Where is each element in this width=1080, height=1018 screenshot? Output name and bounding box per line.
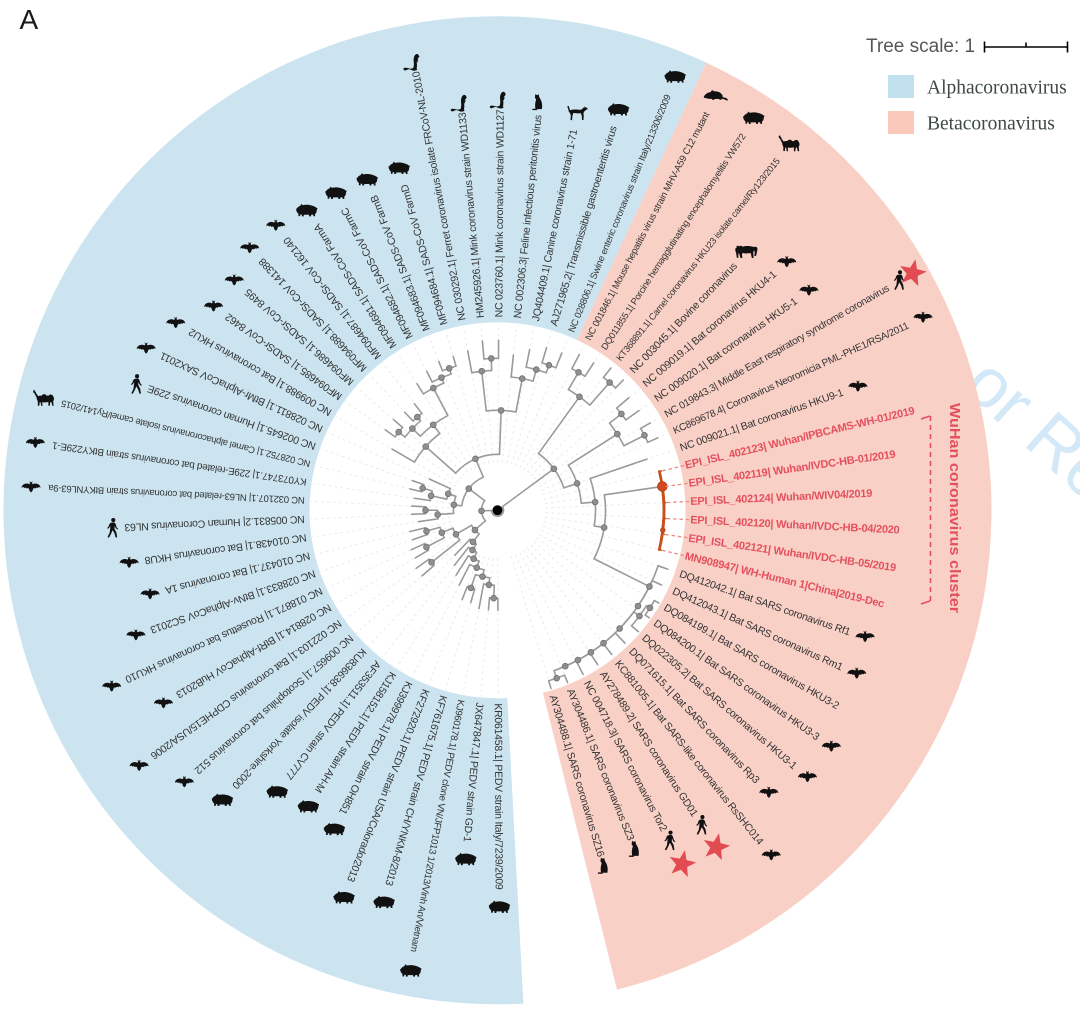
- svg-text:Tree scale: 1: Tree scale: 1: [866, 36, 975, 57]
- svg-text:A: A: [20, 4, 39, 35]
- svg-text:Alphacoronavirus: Alphacoronavirus: [927, 78, 1067, 99]
- svg-text:NC 023760.1| Mink coronavirus: NC 023760.1| Mink coronavirus strain WD1…: [493, 109, 506, 317]
- svg-text:WuHan coronavirus cluster: WuHan coronavirus cluster: [946, 403, 963, 613]
- svg-text:KR061458.1| PEDV strain Italy/: KR061458.1| PEDV strain Italy/7239/2009: [492, 703, 505, 890]
- svg-text:Betacoronavirus: Betacoronavirus: [927, 114, 1055, 135]
